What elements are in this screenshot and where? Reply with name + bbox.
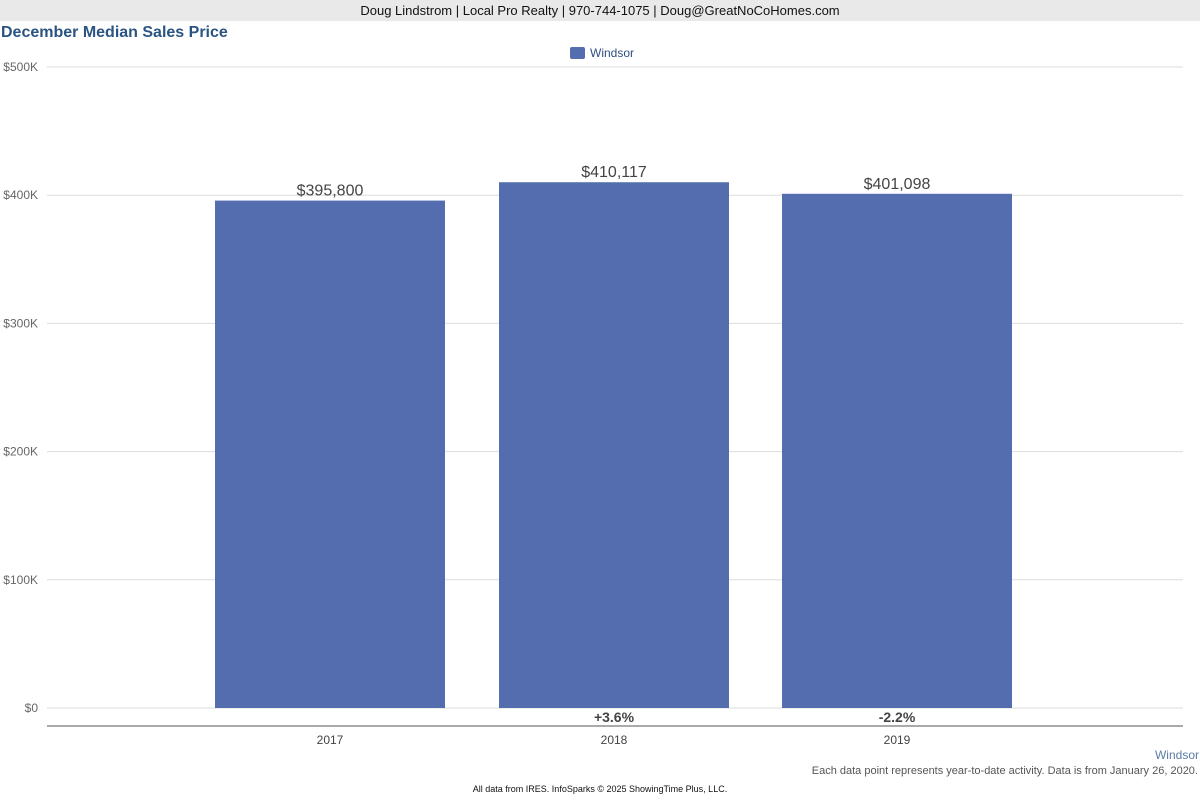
y-tick-label: $200K bbox=[3, 445, 38, 459]
x-tick-label: 2018 bbox=[601, 733, 628, 747]
percent-change-label: +3.6% bbox=[594, 709, 635, 725]
y-tick-label: $500K bbox=[3, 60, 38, 74]
percent-change-label: -2.2% bbox=[879, 709, 916, 725]
x-tick-label: 2017 bbox=[317, 733, 344, 747]
bar-value-label: $401,098 bbox=[864, 176, 931, 193]
bar-value-label: $395,800 bbox=[297, 183, 364, 200]
y-tick-label: $400K bbox=[3, 188, 38, 202]
legend-label: Windsor bbox=[590, 46, 635, 60]
market-label[interactable]: Windsor bbox=[1154, 748, 1199, 762]
chart-title: December Median Sales Price bbox=[1, 24, 228, 41]
chart-legend[interactable]: Windsor bbox=[570, 46, 634, 60]
y-tick-label: $0 bbox=[25, 701, 39, 715]
data-note: Each data point represents year-to-date … bbox=[811, 765, 1198, 777]
y-tick-label: $100K bbox=[3, 573, 38, 587]
legend-swatch bbox=[570, 47, 585, 59]
bar-value-label: $410,117 bbox=[581, 164, 647, 181]
y-tick-label: $300K bbox=[3, 316, 38, 330]
bar bbox=[215, 200, 445, 708]
bar-chart: $0 $100K $200K $300K $400K $500K $395,800 2017 $… bbox=[3, 60, 1183, 747]
data-credit: All data from IRES. InfoSparks © 2025 Sh… bbox=[472, 784, 728, 794]
x-tick-label: 2019 bbox=[884, 733, 911, 747]
contact-header: Doug Lindstrom | Local Pro Realty | 970-… bbox=[0, 0, 1200, 21]
bar bbox=[499, 182, 729, 709]
bar bbox=[782, 193, 1012, 708]
